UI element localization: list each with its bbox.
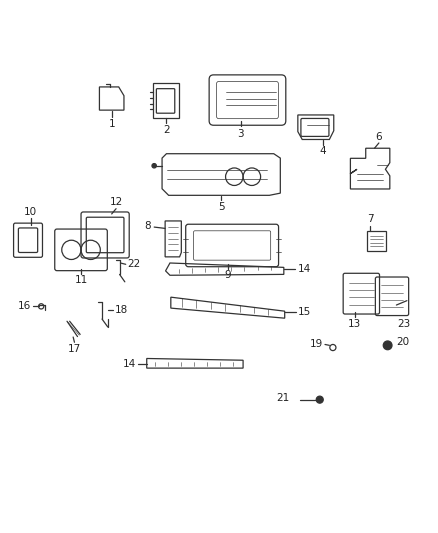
- Text: 6: 6: [375, 132, 382, 142]
- Text: 20: 20: [396, 337, 410, 347]
- Text: 2: 2: [163, 125, 170, 135]
- Text: 21: 21: [277, 393, 290, 403]
- Text: 10: 10: [24, 207, 37, 217]
- Text: 9: 9: [224, 270, 231, 280]
- Text: 22: 22: [127, 260, 140, 269]
- Text: 12: 12: [110, 197, 123, 207]
- Text: 19: 19: [310, 339, 323, 349]
- Circle shape: [152, 164, 156, 168]
- Text: 4: 4: [320, 146, 327, 156]
- Circle shape: [383, 341, 392, 350]
- Text: 5: 5: [218, 202, 225, 212]
- Text: 15: 15: [298, 308, 311, 318]
- Text: 3: 3: [237, 128, 244, 139]
- Text: 17: 17: [68, 344, 81, 354]
- Text: 8: 8: [144, 221, 151, 231]
- Text: 18: 18: [115, 305, 128, 316]
- Text: 7: 7: [367, 214, 374, 224]
- Text: 11: 11: [74, 275, 88, 285]
- Circle shape: [316, 396, 323, 403]
- Text: 16: 16: [18, 301, 32, 311]
- Text: 13: 13: [348, 319, 361, 329]
- Text: 14: 14: [123, 359, 136, 369]
- Text: 14: 14: [298, 264, 311, 273]
- Text: 1: 1: [108, 119, 115, 129]
- Text: 23: 23: [397, 319, 410, 329]
